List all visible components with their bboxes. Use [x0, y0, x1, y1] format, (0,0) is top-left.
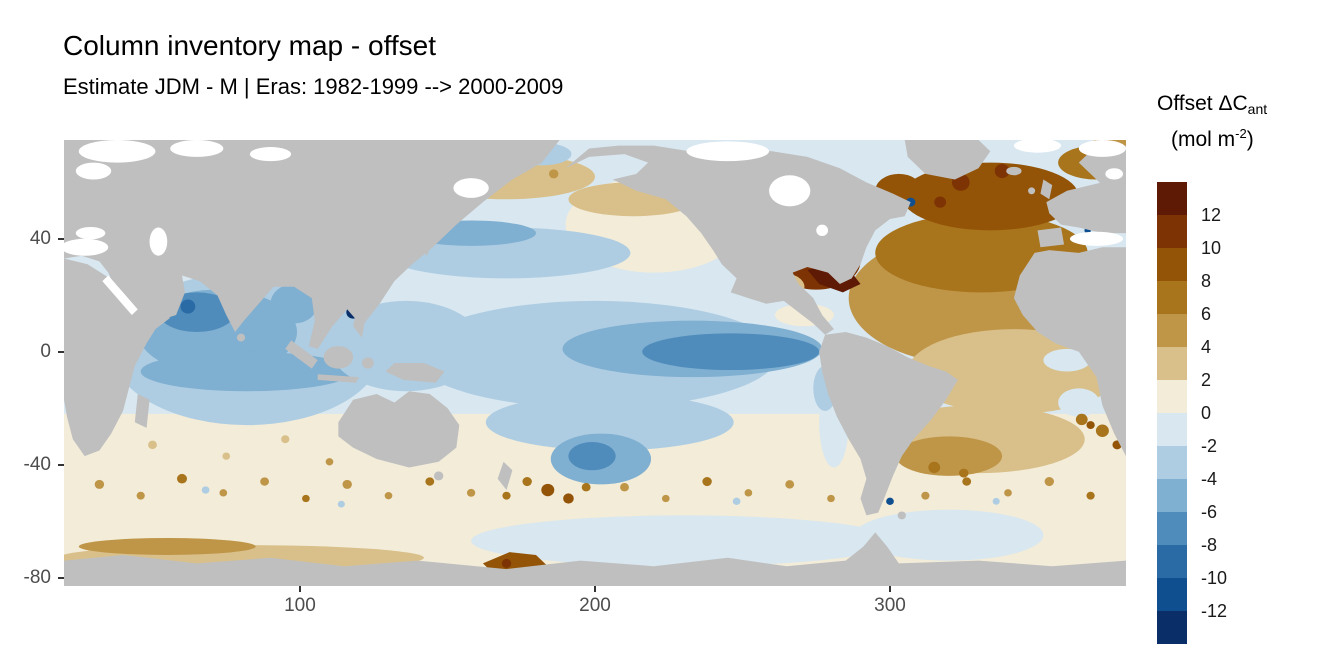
- sumatra: [285, 340, 318, 369]
- x-tick-mark: [594, 586, 596, 592]
- map-panel: [64, 140, 1126, 586]
- y-tick-label: -40: [23, 453, 51, 475]
- legend-swatch: [1157, 512, 1187, 545]
- legend-tick-labels: 12 10 8 6 4 2 0 -2 -4 -6 -8 -10 -12: [1201, 182, 1271, 644]
- java: [317, 374, 359, 383]
- legend-tick-label: -12: [1201, 601, 1228, 621]
- legend-tick-label: -8: [1201, 535, 1218, 555]
- chart-subtitle: Estimate JDM - M | Eras: 1982-1999 --> 2…: [63, 74, 564, 99]
- x-tick-label: 200: [579, 595, 611, 616]
- philippines: [353, 312, 365, 338]
- black-sea-white: [75, 226, 106, 240]
- legend-tick-label: 8: [1201, 271, 1212, 291]
- legend-tick-label: -4: [1201, 469, 1218, 489]
- ocean-data-layer: [64, 140, 1126, 586]
- legend-swatch: [1157, 578, 1187, 611]
- legend-colorbar: [1157, 182, 1187, 644]
- legend-tick-label: 10: [1201, 238, 1222, 258]
- sri-lanka: [236, 333, 246, 342]
- x-tick-label: 300: [874, 595, 906, 616]
- greenland: [904, 140, 991, 180]
- new-guinea: [385, 363, 445, 383]
- red-sea-white: [102, 275, 138, 316]
- legend-swatch: [1157, 281, 1187, 314]
- legend-tick-label: 6: [1201, 304, 1212, 324]
- barents-sea-white: [78, 140, 156, 163]
- legend-swatch: [1157, 446, 1187, 479]
- x-tick-mark: [889, 586, 892, 592]
- europe: [1046, 179, 1126, 234]
- legend-tick-label: 2: [1201, 370, 1212, 390]
- eurasia: [64, 140, 560, 349]
- legend-units: (mol m-2): [1171, 126, 1254, 151]
- land-layer: [64, 140, 1126, 586]
- new-zealand: [497, 461, 513, 491]
- y-tick-label: 40: [29, 227, 51, 249]
- legend-tick-label: -6: [1201, 502, 1218, 522]
- baltic-sea-white: [1105, 168, 1124, 180]
- x-tick-label: 100: [284, 595, 316, 616]
- great-lakes-white: [816, 224, 829, 236]
- legend-tick-label: 12: [1201, 205, 1222, 225]
- world-map: [64, 140, 1126, 586]
- legend-swatch: [1157, 479, 1187, 512]
- legend-swatch: [1157, 545, 1187, 578]
- africa-west-part: [64, 258, 171, 457]
- y-tick-mark: [58, 576, 64, 579]
- legend-swatch: [1157, 248, 1187, 281]
- africa-east-part: [1013, 247, 1126, 457]
- borneo: [323, 346, 354, 369]
- y-tick-mark: [58, 463, 64, 466]
- legend-swatch: [1157, 182, 1187, 215]
- sulawesi: [361, 357, 374, 369]
- hudson-bay-white: [769, 175, 811, 207]
- ireland: [1028, 187, 1036, 195]
- kara-sea-white: [170, 140, 224, 157]
- australia: [338, 391, 460, 468]
- britain: [1040, 179, 1053, 200]
- legend-tick-label: 4: [1201, 337, 1212, 357]
- legend-title: Offset ΔCant: [1157, 92, 1343, 117]
- mediterranean-east-white: [1069, 231, 1124, 246]
- legend-swatch: [1157, 215, 1187, 248]
- tasmania: [433, 471, 444, 481]
- falklands: [897, 511, 906, 520]
- x-tick-mark: [298, 586, 301, 592]
- x-axis: 100 200 300: [64, 586, 1126, 622]
- legend-tick-label: -2: [1201, 436, 1218, 456]
- y-axis: 40 0 -40 -80: [0, 140, 64, 588]
- legend-title-main: Offset ΔC: [1157, 92, 1248, 115]
- chart-title: Column inventory map - offset: [63, 30, 436, 61]
- legend: Offset ΔCant (mol m-2) 12 10 8 6 4 2 0 -2 -4 -6 -8…: [1157, 92, 1343, 644]
- madagascar: [134, 394, 150, 428]
- no-data-layer: [64, 140, 1126, 316]
- arctic-archipelago-white: [686, 141, 770, 162]
- legend-title-subscript: ant: [1247, 101, 1268, 117]
- legend-swatch: [1157, 347, 1187, 380]
- y-tick-mark: [58, 237, 64, 240]
- legend-body: 12 10 8 6 4 2 0 -2 -4 -6 -8 -10 -12: [1157, 182, 1343, 644]
- caspian-sea-white: [149, 227, 168, 256]
- legend-swatch: [1157, 314, 1187, 347]
- iceland: [1006, 166, 1022, 176]
- iberia: [1037, 227, 1065, 248]
- antarctica: [64, 532, 1126, 586]
- okhotsk-sea-white: [453, 178, 489, 198]
- legend-tick-label: 0: [1201, 403, 1212, 423]
- mediterranean-white: [64, 238, 109, 256]
- legend-swatch: [1157, 380, 1187, 413]
- legend-swatch: [1157, 611, 1187, 644]
- legend-swatch: [1157, 413, 1187, 446]
- japan: [415, 233, 433, 256]
- north-america: [565, 145, 911, 335]
- y-tick-label: 0: [40, 340, 51, 362]
- legend-tick-label: -10: [1201, 568, 1228, 588]
- y-tick-label: -80: [23, 566, 51, 588]
- south-america: [819, 331, 958, 516]
- y-tick-mark: [58, 350, 64, 353]
